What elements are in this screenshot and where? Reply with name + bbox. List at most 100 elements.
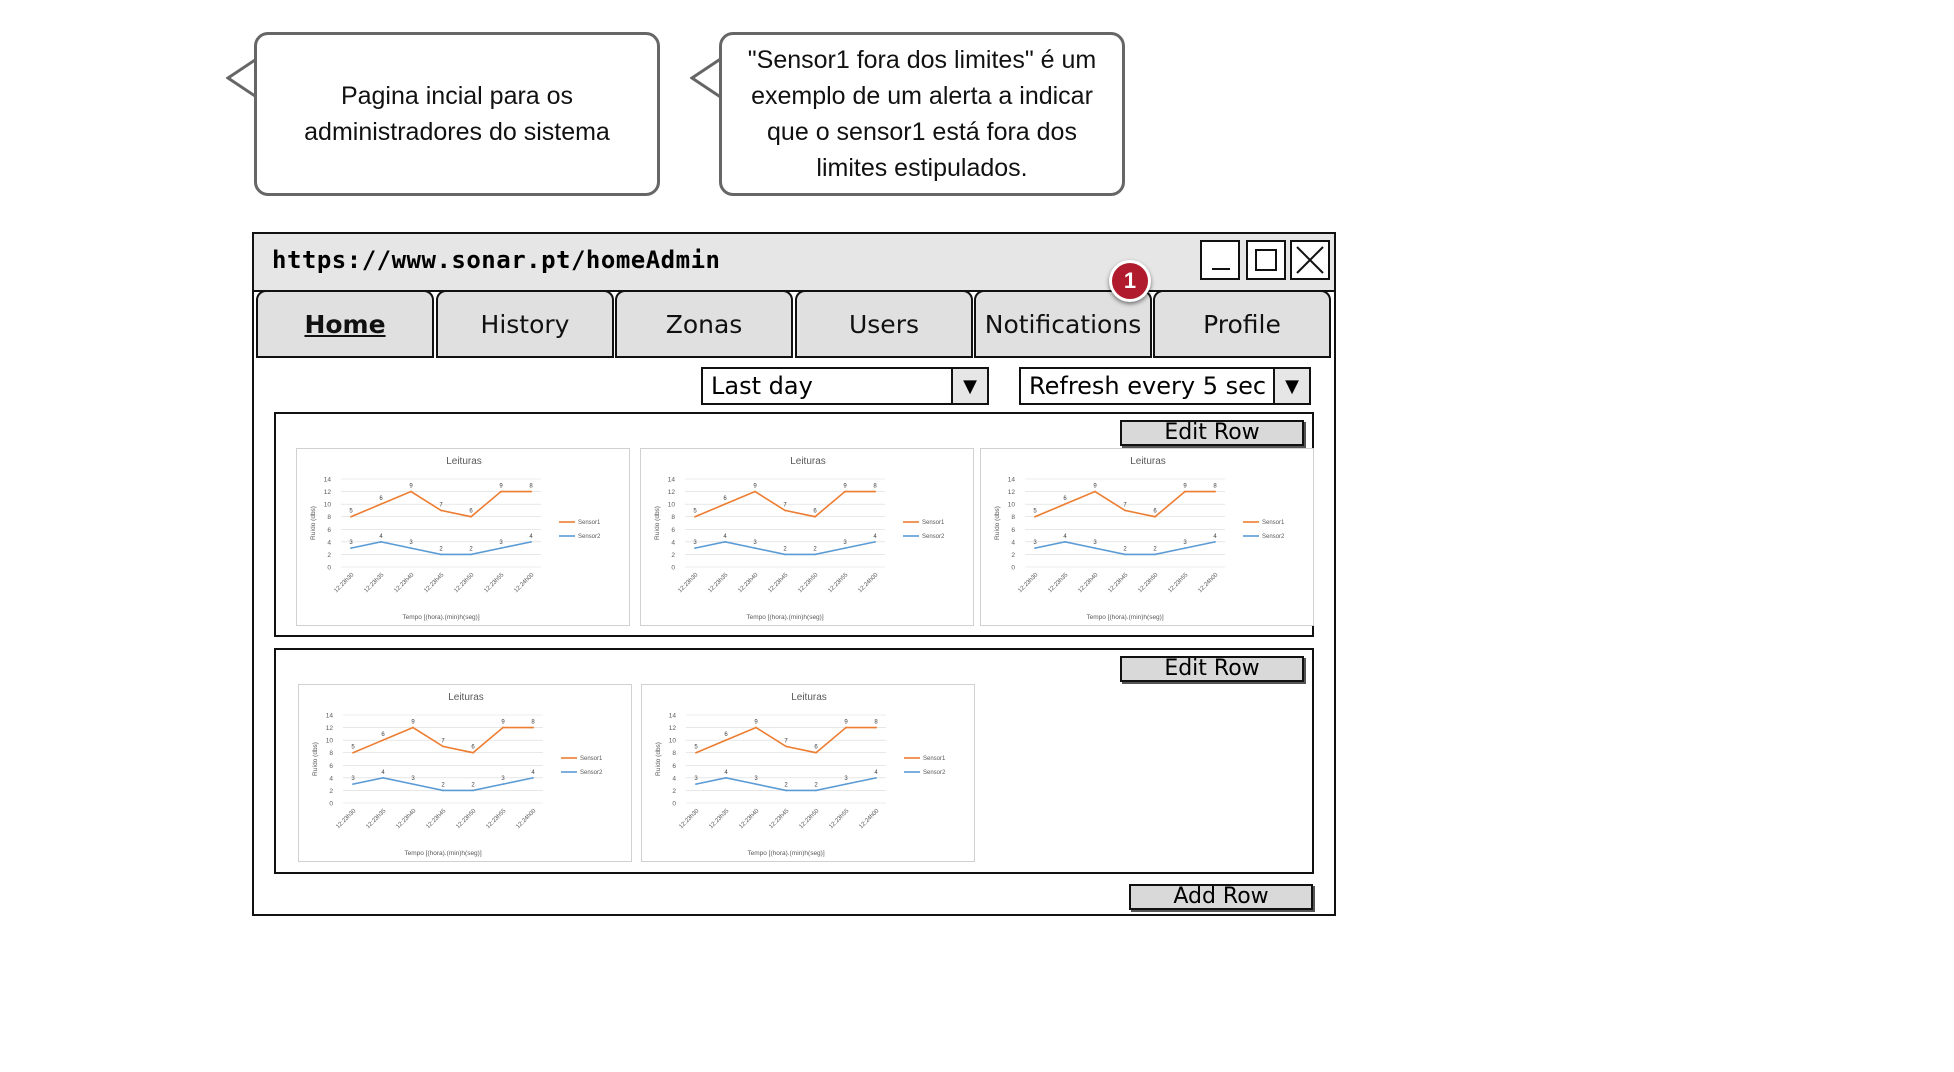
data-point (382, 776, 384, 779)
data-label: 2 (1123, 546, 1127, 552)
data-label: 6 (379, 496, 383, 502)
edit-row-label: Edit Row (1164, 656, 1260, 681)
chart-title: Leituras (446, 456, 482, 467)
line-chart: Leituras 0 2 4 6 8 10 12 14 Ruído (dbs) 12:23h30 12… (654, 456, 945, 621)
data-point (785, 789, 787, 792)
chart-title: Leituras (791, 692, 827, 703)
data-label: 9 (409, 484, 413, 490)
x-tick-label: 12:23h30 (677, 572, 699, 594)
y-tick-label: 2 (672, 788, 676, 795)
data-label: 2 (783, 546, 787, 552)
data-label: 3 (693, 540, 697, 546)
minimize-icon[interactable] (1200, 240, 1240, 280)
legend-label: Sensor2 (578, 534, 601, 540)
data-point (442, 745, 444, 748)
notifications-badge[interactable]: 1 (1109, 260, 1151, 302)
x-tick-label: 12:24h00 (513, 572, 535, 594)
data-point (1184, 547, 1186, 550)
data-point (725, 739, 727, 742)
data-point (1214, 490, 1216, 493)
period-select[interactable]: Last day ▼ (701, 367, 989, 405)
title-bar: https://www.sonar.pt/homeAdmin (254, 234, 1334, 292)
data-point (784, 553, 786, 556)
data-point (1154, 515, 1156, 518)
edit-row-button[interactable]: Edit Row (1120, 656, 1304, 682)
data-point (382, 739, 384, 742)
data-label: 9 (844, 720, 848, 726)
data-label: 7 (784, 738, 788, 744)
y-tick-label: 2 (329, 788, 333, 795)
callout-admin-home: Pagina incial para os administradores do… (254, 32, 660, 196)
x-tick-label: 12:23h35 (365, 808, 387, 830)
dropdown-arrow-icon[interactable]: ▼ (951, 369, 987, 403)
data-point (725, 776, 727, 779)
x-axis-label: Tempo [(hora).(min)h(seg)] (746, 614, 823, 621)
callout-alert-example-text: "Sensor1 fora dos limites" é um exemplo … (747, 46, 1097, 182)
data-label: 6 (1153, 509, 1157, 515)
data-point (785, 745, 787, 748)
maximize-icon[interactable] (1246, 240, 1286, 280)
y-tick-label: 4 (327, 539, 331, 546)
data-point (784, 509, 786, 512)
x-tick-label: 12:23h45 (1107, 572, 1129, 594)
data-label: 5 (1033, 509, 1037, 515)
data-point (440, 553, 442, 556)
dropdown-arrow-icon[interactable]: ▼ (1273, 369, 1309, 403)
refresh-select[interactable]: Refresh every 5 sec ▼ (1019, 367, 1311, 405)
x-tick-label: 12:23h50 (797, 572, 819, 594)
tab-home[interactable]: Home (256, 290, 434, 358)
callout-alert-example: "Sensor1 fora dos limites" é um exemplo … (719, 32, 1125, 196)
y-axis-label: Ruído (dbs) (654, 506, 661, 540)
data-point (874, 540, 876, 543)
y-tick-label: 0 (327, 565, 331, 572)
tab-zonas[interactable]: Zonas (615, 290, 793, 358)
y-tick-label: 4 (329, 775, 333, 782)
x-tick-label: 12:23h40 (393, 572, 415, 594)
data-label: 6 (381, 732, 385, 738)
edit-row-button[interactable]: Edit Row (1120, 420, 1304, 446)
y-axis-label: Ruído (dbs) (655, 742, 662, 776)
data-point (410, 547, 412, 550)
x-tick-label: 12:24h00 (515, 808, 537, 830)
callout-admin-home-text: Pagina incial para os administradores do… (304, 82, 610, 146)
legend-label: Sensor1 (580, 756, 603, 762)
line-chart: Leituras 0 2 4 6 8 10 12 14 Ruído (dbs) 12:23h30 12… (312, 692, 603, 857)
data-label: 6 (814, 745, 818, 751)
x-tick-label: 12:23h35 (1047, 572, 1069, 594)
x-tick-label: 12:23h50 (455, 808, 477, 830)
data-point (412, 726, 414, 729)
y-tick-label: 12 (669, 725, 677, 732)
data-point (755, 783, 757, 786)
data-point (500, 547, 502, 550)
data-point (1064, 503, 1066, 506)
data-point (1094, 547, 1096, 550)
data-label: 3 (843, 540, 847, 546)
tab-users[interactable]: Users (795, 290, 973, 358)
data-label: 7 (1123, 502, 1127, 508)
y-tick-label: 0 (672, 801, 676, 808)
y-tick-label: 12 (1008, 489, 1016, 496)
data-point (350, 515, 352, 518)
chart-card: Leituras 0 2 4 6 8 10 12 14 Ruído (dbs) 12:23h30 12… (640, 448, 974, 626)
data-label: 9 (499, 484, 503, 490)
y-tick-label: 8 (329, 750, 333, 757)
data-label: 3 (753, 540, 757, 546)
x-tick-label: 12:23h55 (483, 572, 505, 594)
chart-title: Leituras (790, 456, 826, 467)
add-row-button[interactable]: Add Row (1129, 884, 1313, 910)
tab-history[interactable]: History (436, 290, 614, 358)
close-icon[interactable] (1290, 240, 1330, 280)
data-point (442, 789, 444, 792)
x-tick-label: 12:24h00 (857, 572, 879, 594)
url-address[interactable]: https://www.sonar.pt/homeAdmin (272, 246, 721, 274)
y-tick-label: 8 (327, 514, 331, 521)
tab-profile[interactable]: Profile (1153, 290, 1331, 358)
data-point (1094, 490, 1096, 493)
chart-title: Leituras (448, 692, 484, 703)
data-label: 8 (874, 720, 878, 726)
data-label: 3 (499, 540, 503, 546)
y-tick-label: 2 (671, 552, 675, 559)
data-point (530, 540, 532, 543)
tab-notifications[interactable]: Notifications (974, 290, 1152, 358)
legend-label: Sensor1 (923, 756, 946, 762)
